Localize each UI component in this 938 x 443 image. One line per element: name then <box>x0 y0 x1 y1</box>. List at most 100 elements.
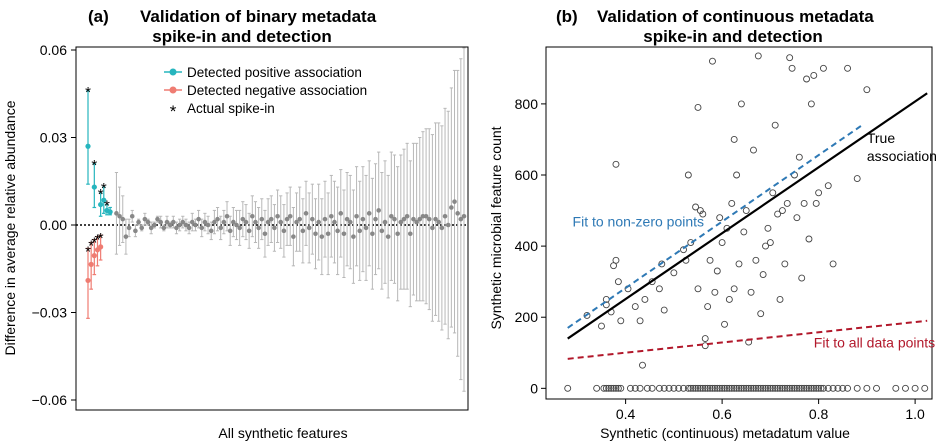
feature-point <box>411 216 416 222</box>
feature-point <box>117 213 122 219</box>
feature-point <box>215 216 220 222</box>
nonzero-count-point <box>798 274 806 282</box>
zero-count-point <box>699 384 707 392</box>
feature-point <box>202 219 208 225</box>
spike-star: * <box>98 230 104 247</box>
feature-point <box>430 225 435 231</box>
feature-point <box>433 216 438 222</box>
zero-count-point <box>665 384 673 392</box>
nonzero-count-point <box>824 182 832 190</box>
nonzero-count-point <box>759 271 767 279</box>
nonzero-count-point <box>687 239 695 247</box>
zero-count-point <box>711 384 719 392</box>
zero-count-point <box>786 384 794 392</box>
feature-point <box>392 216 397 222</box>
zero-count-point <box>759 384 767 392</box>
zero-count-point <box>716 384 724 392</box>
feature-point <box>401 216 407 222</box>
zero-count-point <box>805 384 813 392</box>
nonzero-count-point <box>670 269 678 277</box>
zero-count-point <box>725 384 733 392</box>
nonzero-count-point <box>754 52 762 60</box>
panel-a-y-tick-label: 0.00 <box>40 217 67 233</box>
zero-count-point <box>648 384 656 392</box>
feature-point <box>461 213 467 219</box>
spike-star: * <box>104 198 110 215</box>
zero-count-point <box>723 384 731 392</box>
zero-count-point <box>795 384 803 392</box>
panel-b-annotations: True association Fit to non-zero points Fit… <box>573 130 937 350</box>
feature-point <box>126 225 132 231</box>
zero-count-point <box>733 384 741 392</box>
feature-point <box>420 213 426 219</box>
line-annotation: Fit to non-zero points <box>573 214 705 230</box>
panel-a-y-tick-label: 0.06 <box>40 42 67 58</box>
panel-b-y-tick-label: 600 <box>515 167 539 183</box>
zero-count-point <box>776 384 784 392</box>
feature-point <box>395 231 400 237</box>
zero-count-point <box>788 384 796 392</box>
zero-count-point <box>798 384 806 392</box>
feature-point <box>278 219 284 225</box>
feature-point <box>310 216 315 222</box>
nonzero-count-point <box>636 317 644 325</box>
feature-point <box>284 216 290 222</box>
nonzero-count-point <box>706 256 714 264</box>
nonzero-count-point <box>740 228 748 236</box>
zero-count-point <box>564 384 572 392</box>
nonzero-count-point <box>655 285 663 293</box>
panel-b-x-tick-label: 1.0 <box>905 406 925 422</box>
panel-b-axes: 0.4 0.6 0.8 1.0 0 200 400 600 800 <box>515 96 925 422</box>
panel-b-frame <box>545 46 933 400</box>
nonzero-count-point <box>694 285 702 293</box>
feature-point <box>152 222 157 228</box>
feature-point <box>145 219 151 225</box>
nonzero-count-point <box>805 235 813 243</box>
nonzero-count-point <box>844 64 852 72</box>
panel-b-x-tick-label: 0.6 <box>712 406 732 422</box>
nonzero-count-point <box>774 210 782 218</box>
fit-line <box>567 319 928 360</box>
feature-point <box>445 222 451 228</box>
zero-count-point <box>704 384 712 392</box>
spike-star: * <box>95 232 101 249</box>
feature-point <box>398 219 404 225</box>
feature-point <box>262 231 268 237</box>
legend-spike-label: Actual spike-in <box>187 101 275 116</box>
panel-a-legend: Detected positive association Detected n… <box>164 65 367 121</box>
nonzero-count-point <box>795 153 803 161</box>
feature-point <box>414 219 419 225</box>
nonzero-count-point <box>829 260 837 268</box>
feature-point <box>332 219 337 225</box>
feature-point <box>171 219 176 225</box>
zero-count-point <box>612 384 620 392</box>
feature-point <box>259 216 265 222</box>
zero-count-point <box>902 384 909 392</box>
legend-positive-marker <box>169 68 177 76</box>
feature-point <box>322 216 328 222</box>
nonzero-count-point <box>769 189 777 197</box>
zero-count-point <box>626 384 634 392</box>
panel-b-x-label: Synthetic (continuous) metadatum value <box>600 425 850 441</box>
feature-point <box>363 225 369 231</box>
nonzero-count-point <box>641 295 649 303</box>
detected-point <box>91 253 97 259</box>
nonzero-count-point <box>853 175 861 183</box>
feature-point <box>174 225 179 231</box>
feature-point <box>287 213 293 219</box>
nonzero-count-point <box>783 199 791 207</box>
feature-point <box>221 219 227 225</box>
feature-point <box>357 228 363 234</box>
zero-count-point <box>706 384 714 392</box>
nonzero-count-point <box>684 171 692 179</box>
nonzero-count-point <box>709 57 716 65</box>
panel-b-y-label: Synthetic microbial feature count <box>488 126 504 329</box>
zero-count-point <box>670 384 678 392</box>
zero-count-point <box>793 384 801 392</box>
feature-point <box>189 219 195 225</box>
spike-star: * <box>91 235 97 252</box>
zero-count-point <box>687 384 695 392</box>
nonzero-count-point <box>718 239 726 247</box>
panel-b-y-tick-label: 800 <box>515 96 539 112</box>
